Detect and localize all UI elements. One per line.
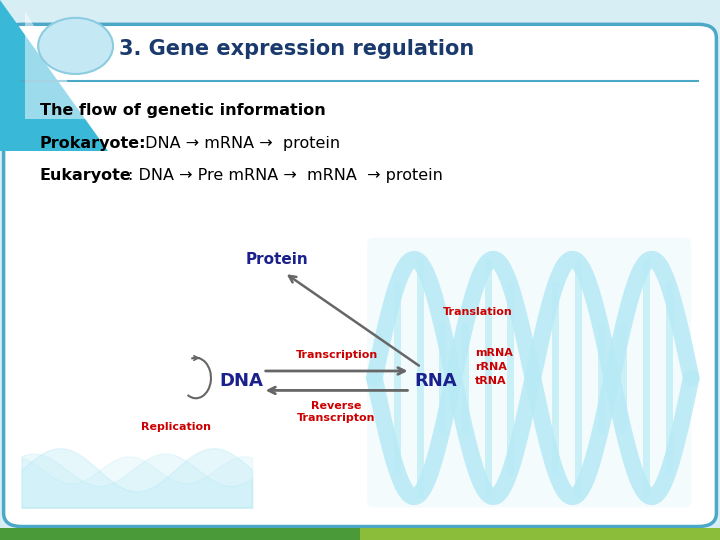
Circle shape xyxy=(38,18,113,74)
Text: Protein: Protein xyxy=(246,252,309,267)
Polygon shape xyxy=(25,11,90,119)
Text: RNA: RNA xyxy=(414,372,456,390)
Bar xyxy=(360,528,720,540)
Text: DNA: DNA xyxy=(220,372,264,390)
Text: : DNA → Pre mRNA →  mRNA  → protein: : DNA → Pre mRNA → mRNA → protein xyxy=(128,168,443,183)
Text: The flow of genetic information: The flow of genetic information xyxy=(40,103,325,118)
Text: mRNA
rRNA
tRNA: mRNA rRNA tRNA xyxy=(475,348,513,386)
Text: Eukaryote: Eukaryote xyxy=(40,168,131,183)
Text: Prokaryote:: Prokaryote: xyxy=(40,136,146,151)
Text: Translation: Translation xyxy=(443,307,513,317)
Text: DNA → mRNA →  protein: DNA → mRNA → protein xyxy=(140,136,341,151)
Text: 3. Gene expression regulation: 3. Gene expression regulation xyxy=(119,38,474,59)
Polygon shape xyxy=(0,0,108,151)
Bar xyxy=(0,528,360,540)
FancyBboxPatch shape xyxy=(367,238,691,508)
Text: Reverse
Transcripton: Reverse Transcripton xyxy=(297,401,376,423)
Text: Transcription: Transcription xyxy=(295,350,378,360)
FancyBboxPatch shape xyxy=(4,24,716,526)
Text: Replication: Replication xyxy=(141,422,212,431)
